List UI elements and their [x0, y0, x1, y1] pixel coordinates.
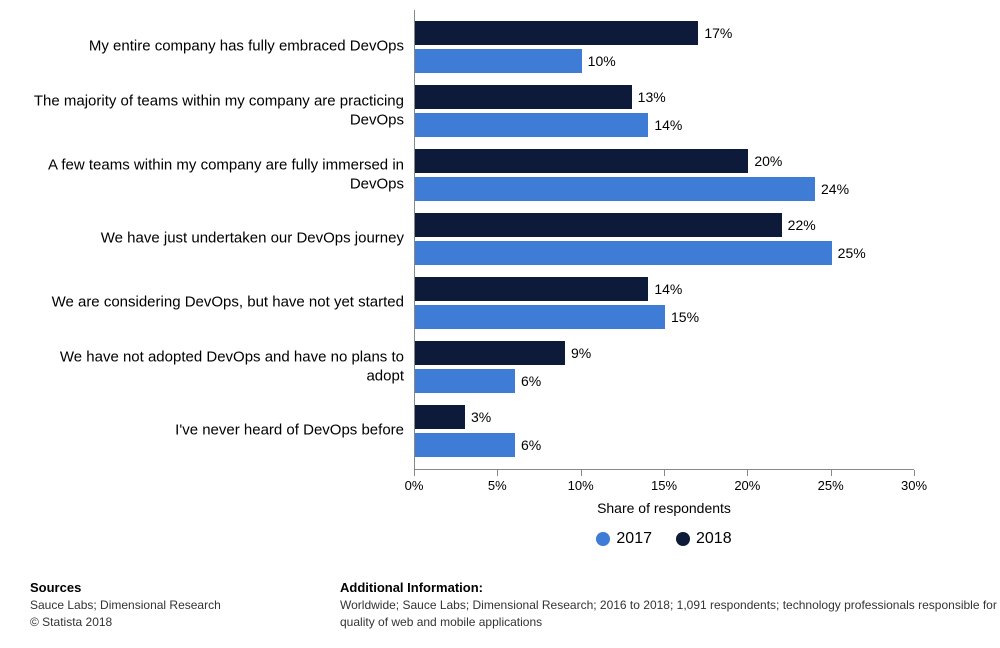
value-label-2017: 25% [832, 241, 866, 265]
bar-2017 [415, 369, 515, 393]
bar-2018 [415, 277, 648, 301]
value-label-2017: 14% [648, 113, 682, 137]
value-label-2017: 6% [515, 369, 541, 393]
bar-2018 [415, 341, 565, 365]
x-tick-label: 5% [488, 478, 507, 493]
value-label-2018: 13% [632, 85, 666, 109]
sources-block: Sources Sauce Labs; Dimensional Research… [30, 580, 310, 631]
plot-inner: 17%10%13%14%20%24%22%25%14%15%9%6%3%6% [414, 10, 914, 470]
value-label-2018: 3% [465, 405, 491, 429]
bar-2018 [415, 149, 748, 173]
legend-item: 2018 [676, 530, 732, 548]
category-row: 20% 24% [415, 143, 914, 207]
x-tick [664, 470, 665, 476]
value-label-2018: 14% [648, 277, 682, 301]
x-tick [831, 470, 832, 476]
value-label-2018: 9% [565, 341, 591, 365]
category-row: 22% 25% [415, 207, 914, 271]
category-row: 3% 6% [415, 399, 914, 463]
x-tick [581, 470, 582, 476]
info-heading: Additional Information: [340, 580, 1000, 595]
category-label: My entire company has fully embraced Dev… [24, 38, 404, 57]
info-text: Worldwide; Sauce Labs; Dimensional Resea… [340, 597, 1000, 631]
category-row: 13%14% [415, 79, 914, 143]
x-tick-label: 15% [651, 478, 677, 493]
bar-2017 [415, 241, 832, 265]
bar-2017 [415, 305, 665, 329]
bar-2017 [415, 433, 515, 457]
x-tick [914, 470, 915, 476]
value-label-2017: 6% [515, 433, 541, 457]
plot: 17%10%13%14%20%24%22%25%14%15%9%6%3%6% 0… [414, 10, 964, 480]
legend-swatch [596, 532, 610, 546]
x-tick [414, 470, 415, 476]
category-label: A few teams within my company are fully … [24, 156, 404, 194]
value-label-2018: 17% [698, 21, 732, 45]
value-label-2017: 10% [582, 49, 616, 73]
additional-info-block: Additional Information: Worldwide; Sauce… [340, 580, 1000, 631]
x-tick-label: 10% [568, 478, 594, 493]
legend-swatch [676, 532, 690, 546]
category-row: 14%15% [415, 271, 914, 335]
x-tick-label: 30% [901, 478, 927, 493]
chart-area: 17%10%13%14%20%24%22%25%14%15%9%6%3%6% 0… [0, 10, 1000, 540]
category-label: The majority of teams within my company … [24, 92, 404, 130]
value-label-2017: 15% [665, 305, 699, 329]
legend-label: 2017 [616, 530, 652, 547]
x-tick-label: 0% [405, 478, 424, 493]
category-row: 9% 6% [415, 335, 914, 399]
legend-label: 2018 [696, 530, 732, 547]
sources-heading: Sources [30, 580, 310, 595]
x-tick [747, 470, 748, 476]
category-row: 17% 10% [415, 15, 914, 79]
bar-2017 [415, 113, 648, 137]
x-axis-title: Share of respondents [414, 500, 914, 516]
bar-2018 [415, 213, 782, 237]
category-label: I've never heard of DevOps before [24, 422, 404, 441]
copyright-line: © Statista 2018 [30, 614, 310, 631]
sources-line: Sauce Labs; Dimensional Research [30, 597, 310, 614]
bar-2017 [415, 177, 815, 201]
category-label: We have just undertaken our DevOps journ… [24, 230, 404, 249]
value-label-2018: 22% [782, 213, 816, 237]
legend-item: 2017 [596, 530, 652, 548]
bar-2018 [415, 21, 698, 45]
bar-2018 [415, 85, 632, 109]
x-tick-label: 25% [818, 478, 844, 493]
bar-2018 [415, 405, 465, 429]
value-label-2018: 20% [748, 149, 782, 173]
bar-2017 [415, 49, 582, 73]
x-tick-label: 20% [734, 478, 760, 493]
category-label: We have not adopted DevOps and have no p… [24, 348, 404, 386]
x-tick [497, 470, 498, 476]
legend: 2017 2018 [414, 530, 914, 548]
category-label: We are considering DevOps, but have not … [24, 294, 404, 313]
value-label-2017: 24% [815, 177, 849, 201]
